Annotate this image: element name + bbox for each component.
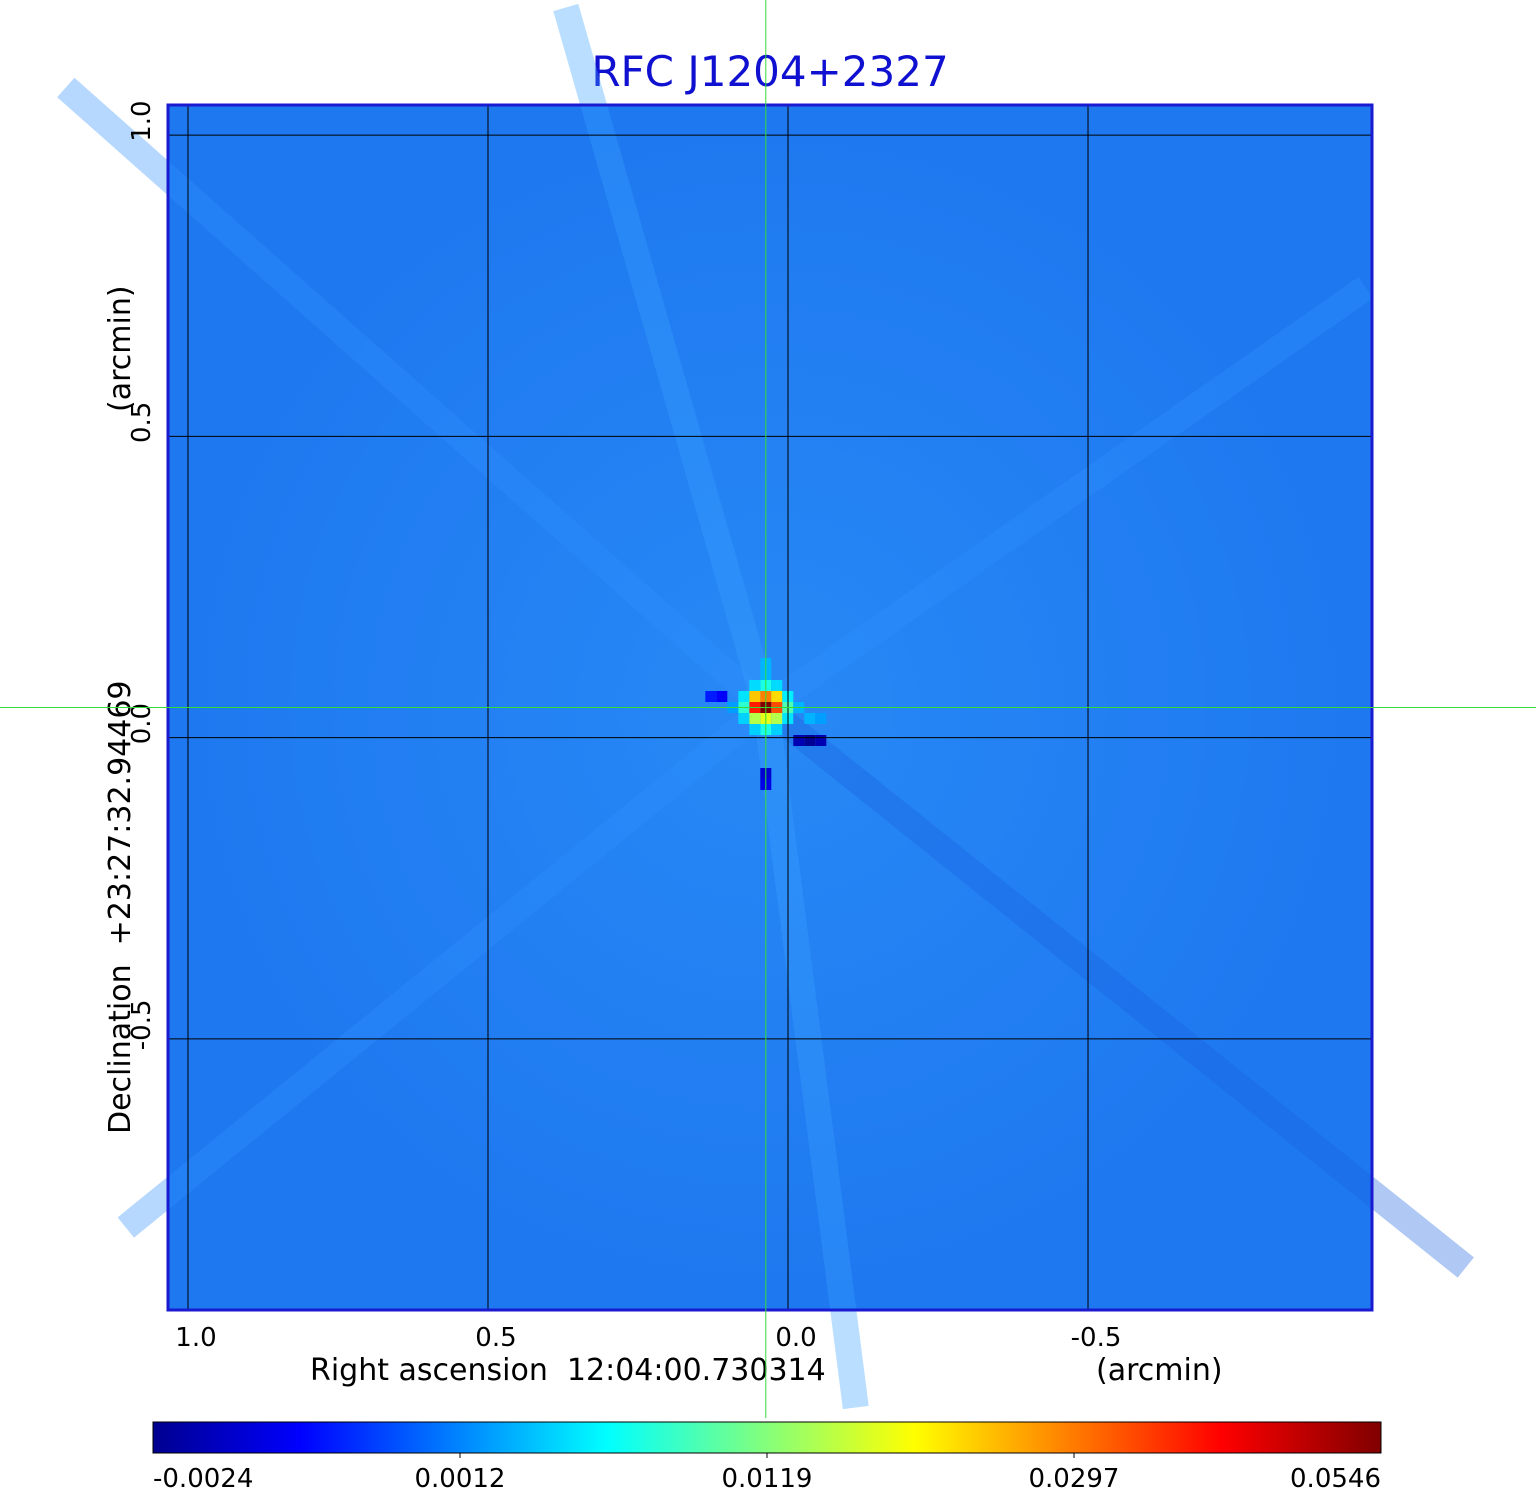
sidelobe-streak <box>553 3 779 712</box>
y-axis-unit: (arcmin) <box>103 285 138 412</box>
x-axis-ticks: 1.0 0.5 0.0 -0.5 <box>175 1323 1121 1353</box>
y-tick-label: 1.0 <box>127 100 157 141</box>
y-tick-label: -0.5 <box>127 1000 157 1051</box>
source-pixel <box>738 691 750 702</box>
x-tick-label: 0.5 <box>475 1323 516 1353</box>
source-pixel <box>804 713 816 724</box>
colorbar-tick-label: 0.0119 <box>722 1464 813 1494</box>
y-axis-label: Declination +23:27:32.94469 <box>103 680 138 1134</box>
source-pixel <box>815 713 827 724</box>
x-tick-label: 0.0 <box>775 1323 816 1353</box>
source-pixel <box>771 713 783 724</box>
source-pixel <box>771 680 783 691</box>
colorbar-tick-label: 0.0012 <box>415 1464 506 1494</box>
source-pixel <box>804 735 816 746</box>
y-axis-ticks: 1.0 0.5 0.0 -0.5 <box>127 100 157 1050</box>
source-pixel <box>815 735 827 746</box>
colorbar <box>152 1421 1382 1454</box>
x-tick-label: -0.5 <box>1071 1323 1122 1353</box>
x-axis-label: Right ascension 12:04:00.730314 <box>310 1353 826 1388</box>
source-pixel <box>749 680 761 691</box>
crosshair <box>0 0 1536 1418</box>
sidelobe-streak <box>757 697 1474 1278</box>
sidelobe-streak <box>117 697 774 1238</box>
sidelobe-streak <box>758 276 1374 719</box>
colorbar-ticks: -0.0024 0.0012 0.0119 0.0297 0.0546 <box>153 1453 1381 1494</box>
colorbar-tick-label: -0.0024 <box>153 1464 253 1494</box>
source-pixel <box>716 691 728 702</box>
y-tick-label: 0.5 <box>127 402 157 443</box>
colorbar-tick-label: 0.0297 <box>1029 1464 1120 1494</box>
source-pixel <box>771 724 783 735</box>
x-axis-unit: (arcmin) <box>1096 1353 1223 1388</box>
source-pixel <box>793 735 805 746</box>
source-pixel <box>771 691 783 702</box>
colorbar-tick-label: 0.0546 <box>1290 1464 1381 1494</box>
sidelobe-streak <box>752 705 869 1410</box>
chart-title: RFC J1204+2327 <box>591 47 948 96</box>
source-pixel <box>749 691 761 702</box>
source-pixel <box>705 691 717 702</box>
source-pixel <box>749 724 761 735</box>
x-tick-label: 1.0 <box>175 1323 216 1353</box>
source-pixel <box>749 713 761 724</box>
y-tick-label: 0.0 <box>127 703 157 744</box>
source-pixel <box>738 713 750 724</box>
sidelobe-streak <box>57 77 775 718</box>
